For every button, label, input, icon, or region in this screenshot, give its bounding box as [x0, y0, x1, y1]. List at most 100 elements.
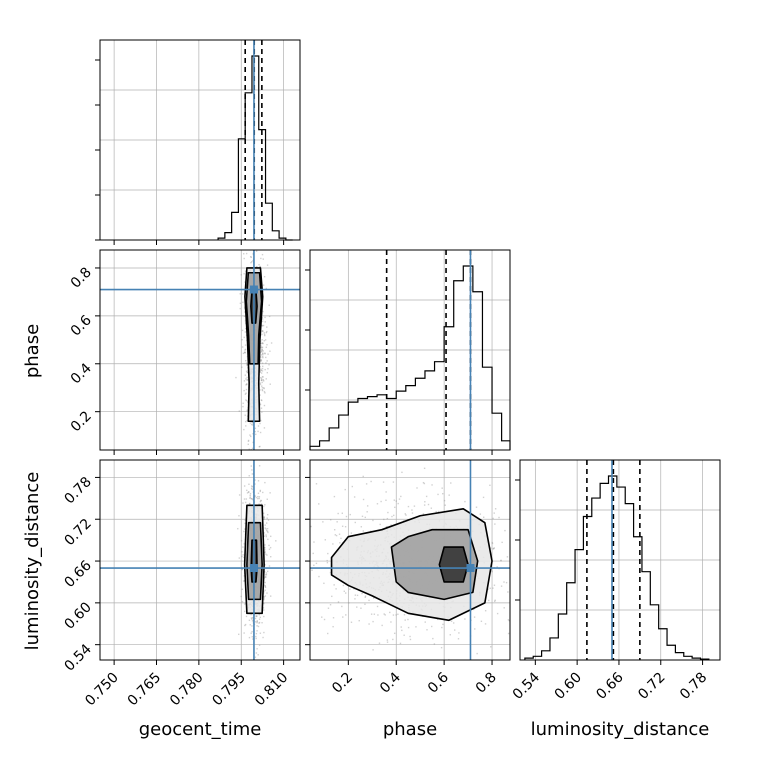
sample-point	[493, 547, 495, 549]
sample-point	[341, 512, 344, 514]
sample-point	[360, 526, 363, 528]
x-tick-label-geocent-time: 0.750	[82, 670, 122, 710]
sample-point	[260, 356, 262, 359]
sample-point	[366, 505, 369, 507]
sample-point	[458, 632, 460, 634]
sample-point	[251, 261, 253, 263]
sample-point	[517, 502, 518, 503]
sample-point	[372, 597, 375, 599]
sample-point	[243, 257, 245, 260]
sample-point	[416, 487, 418, 489]
sample-point	[264, 581, 266, 584]
sample-point	[258, 622, 260, 624]
sample-point	[267, 531, 269, 534]
sample-point	[261, 346, 264, 349]
sample-point	[261, 318, 264, 321]
sample-point	[252, 424, 254, 426]
sample-point	[265, 528, 267, 530]
sample-point	[260, 360, 262, 362]
sample-point	[238, 633, 240, 636]
sample-point	[262, 354, 264, 356]
sample-point	[431, 484, 433, 486]
sample-point	[393, 514, 395, 517]
sample-point	[409, 638, 412, 641]
sample-point	[413, 505, 416, 507]
sample-point	[264, 586, 267, 589]
sample-point	[507, 619, 510, 621]
sample-point	[260, 354, 262, 356]
sample-point	[262, 667, 263, 668]
sample-point	[250, 617, 253, 619]
sample-point	[266, 264, 269, 266]
panel-frame-luminosity-distance	[519, 459, 721, 661]
sample-point	[261, 346, 263, 349]
sample-point	[250, 613, 252, 616]
truth-marker	[466, 564, 475, 573]
sample-point	[529, 538, 530, 539]
sample-point	[259, 383, 262, 386]
sample-point	[484, 623, 487, 625]
panel-frame	[309, 459, 511, 661]
sample-point	[267, 538, 269, 541]
sample-point	[373, 613, 376, 615]
y-tick-label-luminosity-distance: 0.54	[61, 641, 94, 674]
sample-point	[264, 352, 266, 355]
sample-point	[261, 348, 263, 350]
sample-point	[255, 635, 257, 638]
sample-point	[261, 317, 264, 319]
sample-point	[248, 619, 251, 622]
sample-point	[354, 598, 356, 600]
sample-point	[262, 356, 264, 359]
sample-point	[331, 595, 333, 598]
sample-point	[442, 623, 444, 626]
sample-point	[260, 346, 262, 348]
sample-point	[235, 376, 237, 379]
sample-point	[264, 392, 266, 394]
sample-point	[238, 557, 240, 559]
sample-point	[262, 352, 264, 354]
sample-point	[261, 411, 263, 413]
sample-point	[259, 265, 262, 268]
sample-point	[255, 652, 258, 654]
sample-point	[473, 608, 475, 611]
sample-point	[336, 521, 338, 523]
sample-point	[260, 342, 262, 345]
sample-point	[503, 607, 505, 609]
sample-point	[261, 253, 264, 256]
sample-point	[258, 496, 261, 498]
sample-point	[332, 625, 334, 628]
ylabel-luminosity-distance: luminosity_distance	[22, 472, 43, 651]
sample-point	[473, 616, 476, 618]
sample-point	[257, 492, 260, 495]
sample-point	[344, 526, 347, 528]
sample-point	[261, 385, 263, 387]
sample-point	[364, 596, 366, 598]
sample-point	[241, 339, 243, 341]
sample-point	[493, 584, 496, 586]
sample-point	[244, 344, 247, 346]
sample-point	[250, 487, 253, 490]
sample-point	[263, 516, 265, 519]
sample-point	[342, 616, 344, 618]
sample-point	[362, 475, 364, 478]
sample-point	[491, 570, 493, 572]
sample-point	[242, 402, 244, 404]
sample-point	[501, 541, 503, 544]
sample-point	[324, 539, 327, 541]
sample-point	[259, 351, 262, 354]
sample-point	[262, 379, 265, 381]
x-tick-label-geocent-time: 0.810	[252, 670, 292, 710]
sample-point	[267, 368, 269, 370]
sample-point	[258, 497, 260, 500]
sample-point	[269, 595, 272, 597]
sample-point	[263, 602, 265, 605]
sample-point	[448, 494, 450, 496]
sample-point	[341, 605, 343, 608]
sample-point	[265, 534, 267, 536]
sample-point	[263, 340, 265, 342]
contour-line	[438, 546, 469, 583]
sample-point	[423, 467, 426, 470]
contour-line	[244, 267, 264, 423]
sample-point	[259, 371, 261, 373]
sample-point	[248, 483, 250, 485]
